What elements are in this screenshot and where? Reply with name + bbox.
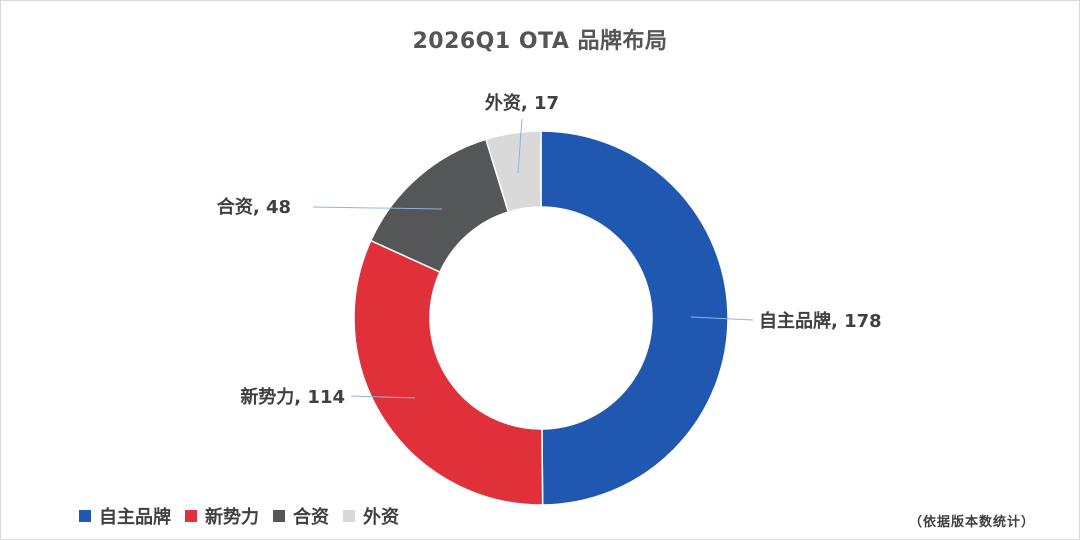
legend-swatch-3 bbox=[273, 510, 285, 522]
legend-label-1: 自主品牌 bbox=[99, 507, 171, 528]
legend-swatch-2 bbox=[185, 510, 197, 522]
chart-title: 2026Q1 OTA 品牌布局 bbox=[412, 29, 668, 54]
leader-line-3 bbox=[312, 206, 443, 210]
leader-lines bbox=[312, 118, 754, 399]
legend-item-1: 自主品牌 bbox=[79, 503, 171, 529]
data-labels: 自主品牌, 178 新势力, 114 合资, 48 外资, 17 bbox=[217, 92, 882, 408]
donut-slices bbox=[353, 130, 729, 506]
legend-label-3: 合资 bbox=[293, 507, 329, 528]
legend-swatch-1 bbox=[79, 510, 91, 522]
legend-item-4: 外资 bbox=[343, 503, 399, 529]
data-label-4: 外资, 17 bbox=[485, 92, 559, 114]
leader-line-4 bbox=[517, 118, 523, 174]
legend-swatch-4 bbox=[343, 510, 355, 522]
donut-slice-2 bbox=[353, 239, 544, 506]
leader-line-1 bbox=[690, 316, 754, 321]
data-label-2: 新势力, 114 bbox=[240, 386, 345, 408]
data-label-1: 自主品牌, 178 bbox=[759, 310, 882, 332]
legend: 自主品牌 新势力 合资 外资 bbox=[79, 503, 413, 529]
donut-slice-4 bbox=[484, 130, 542, 213]
leader-line-2 bbox=[350, 395, 416, 399]
footnote: （依据版本数统计） bbox=[908, 515, 1035, 530]
data-label-3: 合资, 48 bbox=[217, 196, 291, 218]
legend-item-2: 新势力 bbox=[185, 503, 259, 529]
legend-label-2: 新势力 bbox=[205, 507, 259, 528]
donut-slice-1 bbox=[540, 130, 729, 506]
legend-label-4: 外资 bbox=[363, 507, 399, 528]
legend-item-3: 合资 bbox=[273, 503, 329, 529]
